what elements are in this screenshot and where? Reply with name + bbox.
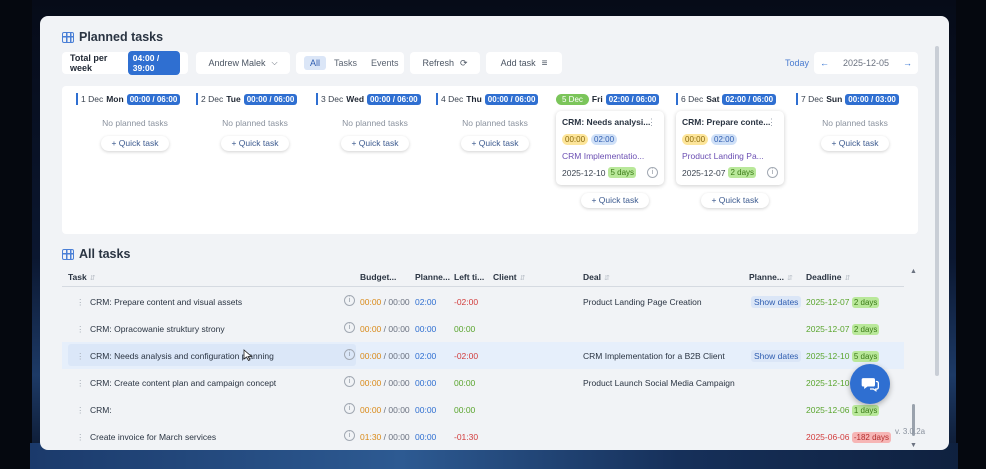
info-icon[interactable]: i: [344, 322, 355, 333]
chat-button[interactable]: [850, 364, 890, 404]
quick-task-button[interactable]: + Quick task: [101, 136, 169, 151]
page-scrollbar[interactable]: [935, 46, 939, 376]
today-button[interactable]: Today: [785, 58, 810, 68]
refresh-icon: ⟳: [459, 57, 468, 68]
prev-arrow-icon[interactable]: ←: [820, 58, 829, 68]
scroll-down-icon[interactable]: ▼: [910, 442, 917, 449]
drag-handle-icon[interactable]: ⋮: [76, 378, 85, 388]
quick-task-button[interactable]: + Quick task: [701, 193, 769, 208]
filter-all[interactable]: All: [304, 56, 327, 70]
info-icon[interactable]: i: [344, 295, 355, 306]
table-row[interactable]: ⋮ Create invoice for March services i 01…: [76, 430, 891, 443]
chat-icon: [861, 378, 879, 392]
task-card[interactable]: CRM: Needs analysi... ⋮ 00:00 02:00 CRM I…: [556, 111, 664, 185]
quick-task-button[interactable]: + Quick task: [821, 136, 889, 151]
more-icon[interactable]: ⋮: [767, 117, 776, 127]
col-planned[interactable]: Planne...: [415, 272, 450, 282]
col-planned-dates[interactable]: Planne... ⇵: [749, 272, 793, 282]
table-icon: [62, 31, 74, 43]
show-dates-button[interactable]: Show dates: [751, 296, 802, 308]
drag-handle-icon[interactable]: ⋮: [76, 297, 85, 307]
filter-segment: All Tasks Events: [296, 52, 404, 74]
day-column-wed: 3 Dec Wed 00:00 / 06:00 No planned tasks +…: [316, 92, 434, 234]
table-scrollbar[interactable]: ▲ ▼: [910, 268, 918, 450]
desktop-edge-left: [0, 0, 32, 469]
week-grid: 1 Dec Mon 00:00 / 06:00 No planned tasks +…: [62, 86, 918, 234]
mouse-cursor-icon: [243, 349, 253, 361]
drag-handle-icon[interactable]: ⋮: [76, 351, 85, 361]
info-icon[interactable]: i: [344, 376, 355, 387]
table-icon: [62, 248, 74, 260]
table-row[interactable]: ⋮ CRM: Opracowanie struktury strony i 00…: [76, 322, 880, 335]
no-planned-tasks: No planned tasks: [462, 118, 528, 128]
header-divider: [62, 286, 904, 287]
info-icon[interactable]: i: [344, 430, 355, 441]
all-tasks-table: Task ⇵ Budget... Planne... Left ti... Cli…: [62, 268, 904, 450]
next-arrow-icon[interactable]: →: [902, 58, 912, 68]
info-icon[interactable]: i: [767, 167, 778, 178]
all-tasks-title: All tasks: [62, 247, 130, 261]
quick-task-button[interactable]: + Quick task: [221, 136, 289, 151]
add-task-button[interactable]: Add task ≡: [486, 52, 562, 74]
task-card[interactable]: CRM: Prepare conte... ⋮ 00:00 02:00 Produ…: [676, 111, 784, 185]
date-navigator: ← 2025-12-05 →: [814, 52, 918, 74]
day-column-tue: 2 Dec Tue 00:00 / 06:00 No planned tasks +…: [196, 92, 314, 234]
app-window: Planned tasks Total per week 04:00 / 39:…: [40, 16, 949, 450]
total-per-week: Total per week 04:00 / 39:00: [62, 51, 188, 75]
desktop-edge-right: [956, 0, 986, 469]
user-select[interactable]: Andrew Malek ⌵: [196, 52, 290, 74]
day-column-sat: 6 Dec Sat 02:00 / 06:00 CRM: Prepare conte…: [676, 92, 794, 234]
day-column-thu: 4 Dec Thu 00:00 / 06:00 No planned tasks +…: [436, 92, 554, 234]
col-budget[interactable]: Budget...: [360, 272, 397, 282]
more-icon[interactable]: ⋮: [647, 117, 656, 127]
table-row[interactable]: ⋮ CRM: Needs analysis and configuration …: [62, 342, 904, 369]
quick-task-button[interactable]: + Quick task: [581, 193, 649, 208]
drag-handle-icon[interactable]: ⋮: [76, 432, 85, 442]
drag-handle-icon[interactable]: ⋮: [76, 405, 85, 415]
col-deal[interactable]: Deal ⇵: [583, 272, 610, 282]
refresh-button[interactable]: Refresh ⟳: [410, 52, 480, 74]
filter-events[interactable]: Events: [371, 58, 399, 68]
scroll-thumb[interactable]: [912, 404, 915, 436]
no-planned-tasks: No planned tasks: [822, 118, 888, 128]
no-planned-tasks: No planned tasks: [342, 118, 408, 128]
day-column-fri: 5 Dec Fri 02:00 / 06:00 CRM: Needs analysi…: [556, 92, 674, 234]
info-icon[interactable]: i: [344, 403, 355, 414]
day-column-mon: 1 Dec Mon 00:00 / 06:00 No planned tasks +…: [76, 92, 194, 234]
day-column-sun: 7 Dec Sun 00:00 / 03:00 No planned tasks +…: [796, 92, 914, 234]
filter-tasks[interactable]: Tasks: [334, 58, 358, 68]
table-row[interactable]: ⋮ CRM: Create content plan and campaign …: [76, 376, 850, 388]
col-left-time[interactable]: Left ti...: [454, 272, 485, 282]
no-planned-tasks: No planned tasks: [222, 118, 288, 128]
no-planned-tasks: No planned tasks: [102, 118, 168, 128]
info-icon[interactable]: i: [344, 349, 355, 360]
planned-tasks-title: Planned tasks: [62, 30, 163, 44]
quick-task-button[interactable]: + Quick task: [341, 136, 409, 151]
table-row[interactable]: ⋮ CRM: Prepare content and visual assets…: [76, 295, 880, 308]
add-list-icon: ≡: [541, 57, 548, 69]
chevron-down-icon: ⌵: [271, 58, 278, 67]
drag-handle-icon[interactable]: ⋮: [76, 324, 85, 334]
col-deadline[interactable]: Deadline ⇵: [806, 272, 851, 282]
show-dates-button[interactable]: Show dates: [751, 350, 802, 362]
table-row[interactable]: ⋮ CRM: i 00:00 / 00:00 00:00 00:00 2025-…: [76, 403, 880, 416]
scroll-up-icon[interactable]: ▲: [910, 268, 917, 275]
quick-task-button[interactable]: + Quick task: [461, 136, 529, 151]
version-label: v. 3.0.2a: [895, 427, 926, 436]
col-task[interactable]: Task ⇵: [68, 272, 96, 282]
info-icon[interactable]: i: [647, 167, 658, 178]
col-client[interactable]: Client ⇵: [493, 272, 526, 282]
